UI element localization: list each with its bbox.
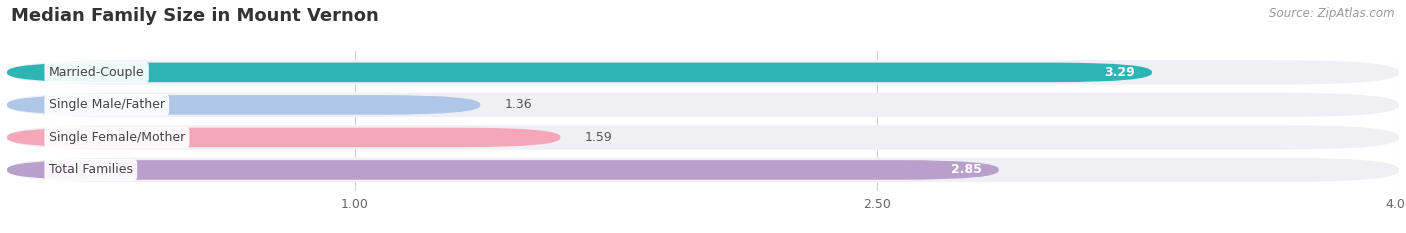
Text: Single Male/Father: Single Male/Father [49,98,165,111]
FancyBboxPatch shape [7,160,998,180]
Text: Married-Couple: Married-Couple [49,66,145,79]
FancyBboxPatch shape [7,128,561,147]
Text: Median Family Size in Mount Vernon: Median Family Size in Mount Vernon [11,7,380,25]
Text: 1.36: 1.36 [505,98,533,111]
Text: Total Families: Total Families [49,163,132,176]
FancyBboxPatch shape [7,60,1399,85]
FancyBboxPatch shape [7,125,1399,150]
Text: Source: ZipAtlas.com: Source: ZipAtlas.com [1270,7,1395,20]
FancyBboxPatch shape [7,158,1399,182]
Text: Single Female/Mother: Single Female/Mother [49,131,186,144]
Text: 2.85: 2.85 [950,163,981,176]
FancyBboxPatch shape [7,63,1152,82]
Text: 3.29: 3.29 [1104,66,1135,79]
FancyBboxPatch shape [7,95,481,115]
FancyBboxPatch shape [7,93,1399,117]
Text: 1.59: 1.59 [585,131,613,144]
